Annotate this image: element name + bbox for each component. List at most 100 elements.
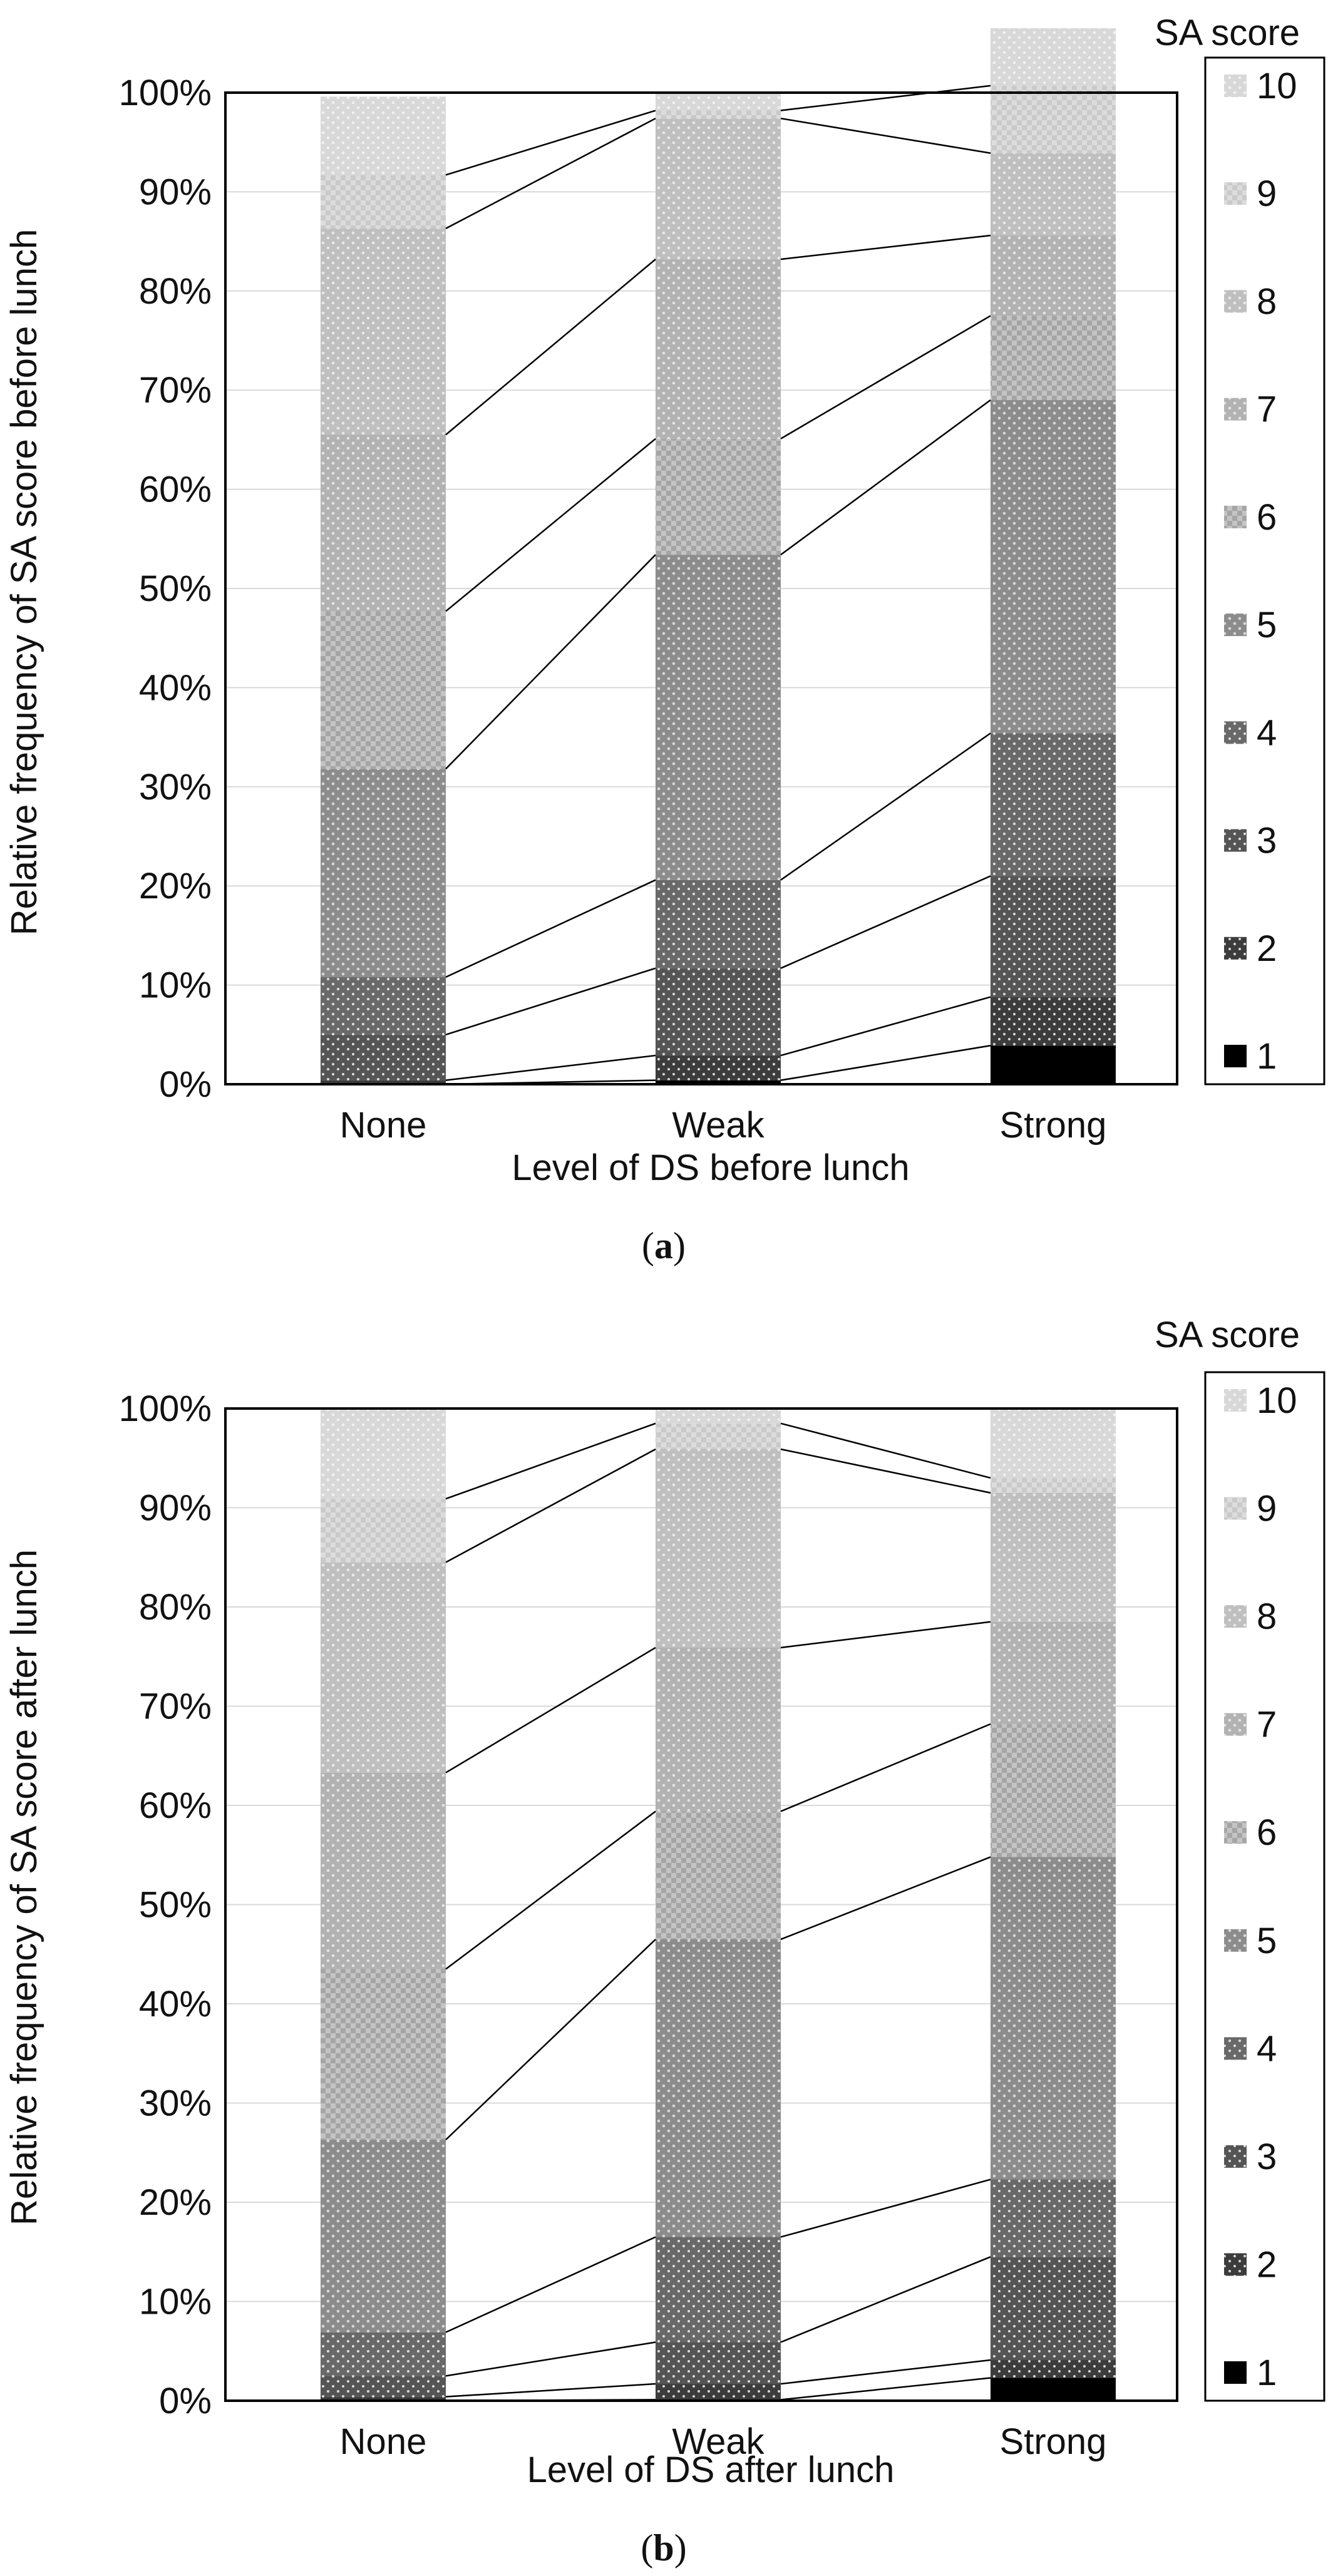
bar-segment (991, 1045, 1116, 1084)
legend-label: 4 (1257, 2028, 1277, 2069)
connector-line (780, 315, 991, 439)
legend-box (1204, 56, 1325, 1085)
legend-swatch (1224, 1713, 1247, 1736)
connector-line (780, 2377, 991, 2401)
bar-segment (321, 2376, 446, 2397)
bar-segment (656, 1449, 781, 1648)
connector-line (445, 1646, 656, 1773)
y-tick-label: 80% (139, 271, 212, 312)
legend-swatch (1224, 1497, 1247, 1520)
legend-swatch (1224, 398, 1247, 421)
bar-segment (321, 1562, 446, 1773)
connector-line (780, 117, 991, 154)
stacked-bars (321, 1409, 1116, 2401)
connector-line (445, 2236, 656, 2333)
panel-label-letter: a (654, 1225, 673, 1266)
chart-panel-a: 0% 10% 20% 30% 40% 50% 60% 70% 80% 90% 100% None We… (4, 13, 1325, 1266)
bar-segment (991, 2360, 1116, 2378)
legend-swatch (1224, 1929, 1247, 1952)
bar-segment (656, 93, 781, 111)
legend-label: 5 (1257, 605, 1277, 645)
connector-line (780, 1856, 991, 1941)
bar-segment (656, 1409, 781, 1424)
bar-segment (656, 1055, 781, 1080)
connector-line (445, 1939, 656, 2141)
connector-lines (445, 1422, 991, 2402)
y-tick-label: 40% (139, 1984, 212, 2024)
legend-swatch (1224, 505, 1247, 528)
legend-title: SA score (1155, 13, 1300, 53)
bar-segment (321, 1772, 446, 1969)
legend-label: 5 (1257, 1921, 1277, 1961)
connector-line (780, 2256, 991, 2343)
legend-label: 8 (1257, 281, 1277, 322)
connector-line (445, 554, 656, 770)
bar-segment (991, 400, 1116, 734)
y-tick-label: 70% (139, 1686, 212, 1727)
x-tick-labels: None Weak Strong (340, 2421, 1107, 2462)
x-tick-label: None (340, 2421, 427, 2462)
x-tick-label: None (340, 1105, 427, 1146)
bar-segment (991, 1492, 1116, 1622)
plot-frame (224, 91, 1178, 1085)
bar-segment (991, 733, 1116, 876)
y-tick-label: 100% (119, 1388, 212, 1429)
legend-label: 4 (1257, 712, 1277, 753)
legend-label: 3 (1257, 821, 1277, 861)
connector-line (780, 85, 991, 111)
bar-segment (321, 2396, 446, 2401)
connector-line (445, 438, 656, 612)
bar-segment (991, 153, 1116, 236)
bar-segment (321, 228, 446, 435)
legend-swatch (1224, 936, 1247, 960)
connector-line (780, 2359, 991, 2385)
axes (224, 91, 1178, 1085)
legend-label: 6 (1257, 1812, 1277, 1853)
connector-line (780, 1448, 991, 1494)
connector-line (445, 967, 656, 1035)
legend-label: 10 (1257, 1380, 1297, 1421)
legend-swatch (1224, 1605, 1247, 1628)
x-tick-label: Weak (672, 2421, 764, 2462)
y-tick-label: 30% (139, 767, 212, 808)
legend-swatch (1224, 2037, 1247, 2060)
legend-label: 1 (1257, 2353, 1277, 2393)
y-tick-label: 50% (139, 568, 212, 609)
legend-swatch (1224, 2253, 1247, 2276)
legend-label: 2 (1257, 928, 1277, 969)
bar-segment (991, 85, 1116, 153)
bar-segment (656, 1811, 781, 1939)
y-tick-label: 30% (139, 2083, 212, 2124)
connector-line (445, 110, 656, 176)
connector-line (780, 1422, 991, 1479)
y-tick-label: 0% (159, 2381, 212, 2421)
connector-line (780, 234, 991, 260)
connector-line (445, 2341, 656, 2377)
y-tick-label: 70% (139, 370, 212, 411)
bar-segment (321, 434, 446, 612)
y-tick-label: 100% (119, 73, 212, 113)
panel-label: (b) (641, 2527, 686, 2568)
bar-segment (991, 876, 1116, 997)
x-axis-label: Level of DS after lunch (527, 2450, 895, 2490)
stacked-bars (321, 28, 1116, 1084)
y-tick-label: 60% (139, 470, 212, 510)
chart-panel-b: 0% 10% 20% 30% 40% 50% 60% 70% 80% 90% 100% None We… (4, 1315, 1325, 2568)
bar-segment (991, 997, 1116, 1046)
legend-swatch (1224, 290, 1247, 313)
legend-label: 7 (1257, 1705, 1277, 1745)
legend-swatch (1224, 182, 1247, 205)
connector-line (445, 1054, 656, 1081)
connector-line (445, 879, 656, 978)
legend-swatch (1224, 74, 1247, 97)
bar-segment (656, 555, 781, 880)
bar-segment (321, 769, 446, 977)
legend-swatch (1224, 721, 1247, 744)
bar-segment (321, 1499, 446, 1563)
bar-segment (321, 1034, 446, 1080)
connector-line (445, 259, 656, 436)
svg-text:(b): (b) (641, 2527, 686, 2568)
bar-segment (321, 977, 446, 1035)
panel-label: (a) (642, 1225, 686, 1266)
bar-segment (656, 118, 781, 260)
